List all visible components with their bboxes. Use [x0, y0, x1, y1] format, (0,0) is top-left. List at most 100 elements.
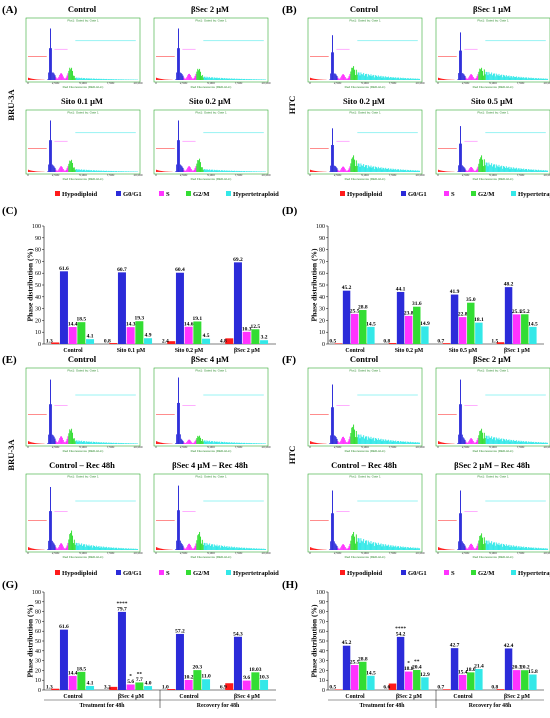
flow-histogram-bin [28, 78, 30, 80]
flow-histogram-bin [539, 170, 541, 172]
bar [77, 671, 86, 690]
flow-histogram-bin [334, 73, 336, 80]
bar [396, 636, 405, 690]
flow-histogram-bin [534, 170, 536, 172]
flow-histogram-bin [533, 77, 535, 80]
flow-histogram-bin [71, 159, 73, 172]
flow-histogram-bin [468, 169, 470, 172]
flow-histogram-bin [226, 442, 228, 444]
flow-histogram-bin [163, 443, 165, 444]
flow-x-tick: 0 [27, 173, 29, 177]
bar-value-label: 18.5 [77, 317, 87, 323]
flow-histogram-bin [54, 75, 56, 80]
flow-histogram-bin [479, 535, 481, 550]
flow-histogram-bin [403, 170, 405, 172]
flow-histogram-bin [505, 544, 507, 550]
flow-histogram-bin [365, 540, 367, 550]
flow-histogram-bin [355, 69, 357, 80]
flow-histogram-bin [107, 79, 109, 80]
flow-histogram-bin [460, 143, 462, 172]
flow-histogram-bin [248, 79, 250, 80]
flow-histogram-bin [354, 543, 356, 550]
flow-histogram-bin [130, 171, 132, 172]
flow-x-tick: 2,500 [462, 551, 470, 555]
flow-histogram-bin [162, 79, 164, 80]
flow-histogram-bin [457, 171, 459, 172]
flow-histogram-bin [470, 438, 472, 444]
flow-histogram-bin [408, 547, 410, 550]
flow-histogram-bin [244, 171, 246, 172]
flow-histogram-bin [413, 170, 415, 172]
flow-histogram-bin [310, 547, 312, 550]
flow-histogram-bin [541, 79, 543, 80]
flow-histogram-bin [34, 443, 36, 444]
flow-histogram-bin [320, 443, 322, 444]
flow-histogram-bin [489, 437, 491, 444]
flow-histogram-bin [105, 546, 107, 550]
flow-histogram-bin [214, 77, 216, 80]
flow-plot-frame [307, 367, 423, 447]
panel-label-g: (G) [2, 579, 18, 591]
flow-histogram-bin [524, 78, 526, 80]
flow-histogram-bin [127, 79, 129, 80]
bar-value-label: 25.5 [350, 308, 360, 314]
flow-histogram-bin [343, 75, 345, 80]
flow-histogram-bin [135, 171, 137, 172]
flow-histogram-bin [75, 169, 77, 172]
flow-histogram-bin [343, 166, 344, 172]
flow-histogram-bin [156, 547, 158, 550]
flow-histogram-bin [127, 171, 129, 172]
flow-histogram-bin [92, 442, 94, 444]
flow-histogram-bin [317, 443, 319, 444]
flow-histogram-bin [507, 76, 509, 80]
flow-histogram-bin [32, 170, 34, 172]
flow-histogram-bin [409, 548, 410, 550]
bar-value-label: 6.6 [383, 685, 390, 691]
flow-histogram-bin [543, 78, 545, 80]
flow-histogram-bin [54, 167, 56, 172]
flow-histogram-bin [310, 441, 311, 444]
bar-value-label: 10.3 [259, 674, 269, 680]
bar [404, 315, 413, 344]
flow-histogram-bin [130, 79, 132, 80]
flow-histogram-bin [205, 77, 207, 80]
flow-histogram-bin [340, 169, 342, 172]
flow-histogram-bin [372, 542, 374, 550]
flow-histogram-bin [492, 544, 494, 550]
y-tick-label: 30 [35, 659, 41, 665]
flow-histogram-bin [163, 79, 165, 80]
flow-histogram-bin [132, 443, 134, 444]
flow-histogram-bin [475, 170, 477, 172]
bar-value-label: 14.3 [126, 322, 136, 328]
flow-histogram-bin [28, 547, 29, 550]
flow-histogram-bin [186, 442, 188, 444]
flow-histogram-bin [233, 547, 234, 550]
flow-histogram-bin [348, 546, 350, 550]
flow-histogram-bin [247, 443, 249, 444]
flow-x-tick: 2,500 [52, 551, 60, 555]
flow-histogram-bin [547, 442, 549, 444]
flow-histogram-bin [515, 77, 516, 80]
flow-histogram-bin [50, 404, 52, 444]
flow-histogram-bin [311, 170, 313, 172]
flow-histogram-bin [365, 436, 367, 444]
flow-histogram-bin [231, 78, 233, 80]
flow-histogram-bin [121, 171, 123, 172]
flow-histogram-bin [79, 78, 81, 80]
flow-histogram-bin [207, 441, 209, 444]
flow-histogram-bin [459, 404, 461, 444]
flow-histogram-bin [33, 79, 35, 80]
y-tick-label: 40 [35, 649, 41, 655]
flow-x-tick: 0 [437, 551, 439, 555]
flow-histogram-bin [462, 166, 464, 172]
flow-histogram-bin [229, 78, 231, 80]
flow-x-tick: 0 [437, 81, 439, 85]
flow-histogram-bin [34, 171, 36, 172]
flow-histogram-bin [58, 169, 60, 172]
flow-histogram-bin [63, 441, 65, 444]
flow-histogram-bin [198, 160, 200, 172]
flow-histogram-bin [372, 166, 374, 172]
flow-histogram-bin [524, 547, 526, 550]
flow-histogram-bin [377, 75, 379, 80]
flow-histogram-bin [96, 78, 98, 80]
